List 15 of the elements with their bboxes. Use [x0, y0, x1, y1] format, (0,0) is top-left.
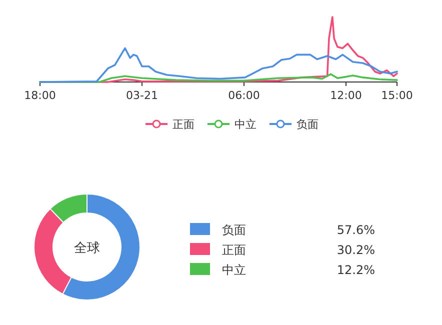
x-tick-label: 15:00 — [381, 89, 413, 102]
legend-label: 负面 — [222, 223, 246, 237]
legend-label: 正面 — [172, 118, 194, 131]
x-tick-label: 06:00 — [228, 89, 260, 102]
x-tick-label: 03-21 — [126, 89, 158, 102]
x-tick-label: 18:00 — [24, 89, 56, 102]
text: 全球 — [74, 241, 100, 256]
x-tick-label: 12:00 — [330, 89, 362, 102]
data-label: 12.2% — [336, 263, 375, 277]
data-label: 57.6% — [336, 223, 375, 237]
legend-label: 负面 — [296, 118, 318, 131]
legend-label: 正面 — [222, 243, 246, 257]
data-label: 30.2% — [336, 243, 375, 257]
legend-label: 中立 — [222, 263, 246, 277]
legend-label: 中立 — [234, 118, 256, 131]
